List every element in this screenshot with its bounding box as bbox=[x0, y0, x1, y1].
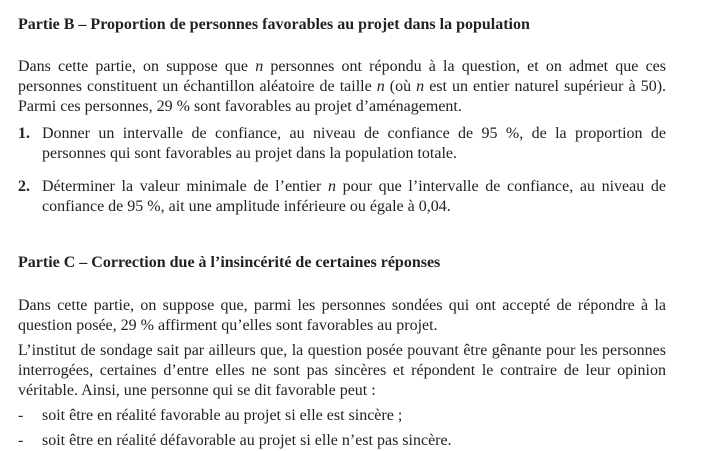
text-segment: Dans cette partie, on suppose que, parmi… bbox=[18, 297, 666, 314]
partB-intro-line: Dans cette partie, on suppose que n pers… bbox=[18, 58, 666, 76]
question-number: 2. bbox=[18, 178, 30, 195]
text-segment: Donner un intervalle de confiance, au ni… bbox=[42, 125, 666, 142]
text-segment: véritable. Ainsi, une personne qui se di… bbox=[18, 382, 376, 399]
partC-para2-line: véritable. Ainsi, une personne qui se di… bbox=[18, 382, 666, 400]
partC-para2-line: L’institut de sondage sait par ailleurs … bbox=[18, 342, 666, 360]
text-segment: (où bbox=[384, 78, 417, 95]
text-segment: confiance de 95 %, ait une amplitude inf… bbox=[42, 198, 451, 215]
text-segment: Dans cette partie, on suppose que bbox=[18, 58, 256, 75]
partC-para2-line: interrogées, certaines d’entre elles ne … bbox=[18, 362, 666, 380]
text-segment: Déterminer la valeur minimale de l’entie… bbox=[42, 178, 329, 195]
math-variable: n bbox=[255, 58, 264, 75]
partC-para1-line: Dans cette partie, on suppose que, parmi… bbox=[18, 297, 666, 315]
partC-para1-line: question posée, 29 % affirment qu’elles … bbox=[18, 317, 666, 335]
partC-heading: Partie C – Correction due à l’insincérit… bbox=[18, 254, 441, 271]
partB-intro-line: Parmi ces personnes, 29 % sont favorable… bbox=[18, 98, 666, 116]
text-segment: pour que l’intervalle de confiance, au n… bbox=[336, 178, 666, 195]
question-line: Donner un intervalle de confiance, au ni… bbox=[42, 125, 666, 143]
question-line: Déterminer la valeur minimale de l’entie… bbox=[42, 178, 666, 196]
text-segment: L’institut de sondage sait par ailleurs … bbox=[18, 342, 666, 359]
text-segment: personnes ont répondu à la question, et … bbox=[263, 58, 666, 75]
question-line: confiance de 95 %, ait une amplitude inf… bbox=[42, 198, 666, 216]
question-line: personnes qui sont favorables au projet … bbox=[42, 145, 666, 163]
partB-intro-line: personnes constituent un échantillon alé… bbox=[18, 78, 666, 96]
bullet-dash: - bbox=[18, 407, 24, 424]
bullet-text: soit être en réalité favorable au projet… bbox=[42, 407, 403, 424]
math-variable: n bbox=[376, 78, 385, 95]
text-segment: Parmi ces personnes, 29 % sont favorable… bbox=[18, 98, 462, 115]
math-variable: n bbox=[416, 78, 425, 95]
partB-heading: Partie B – Proportion de personnes favor… bbox=[18, 16, 530, 33]
text-segment: interrogées, certaines d’entre elles ne … bbox=[18, 362, 666, 379]
question-number: 1. bbox=[18, 125, 30, 142]
text-segment: personnes qui sont favorables au projet … bbox=[42, 145, 458, 162]
bullet-dash: - bbox=[18, 432, 24, 449]
bullet-text: soit être en réalité défavorable au proj… bbox=[42, 432, 452, 449]
text-segment: est un entier naturel supérieur à 50). bbox=[424, 78, 666, 95]
math-variable: n bbox=[328, 178, 337, 195]
text-segment: question posée, 29 % affirment qu’elles … bbox=[18, 317, 438, 334]
text-segment: personnes constituent un échantillon alé… bbox=[18, 78, 377, 95]
